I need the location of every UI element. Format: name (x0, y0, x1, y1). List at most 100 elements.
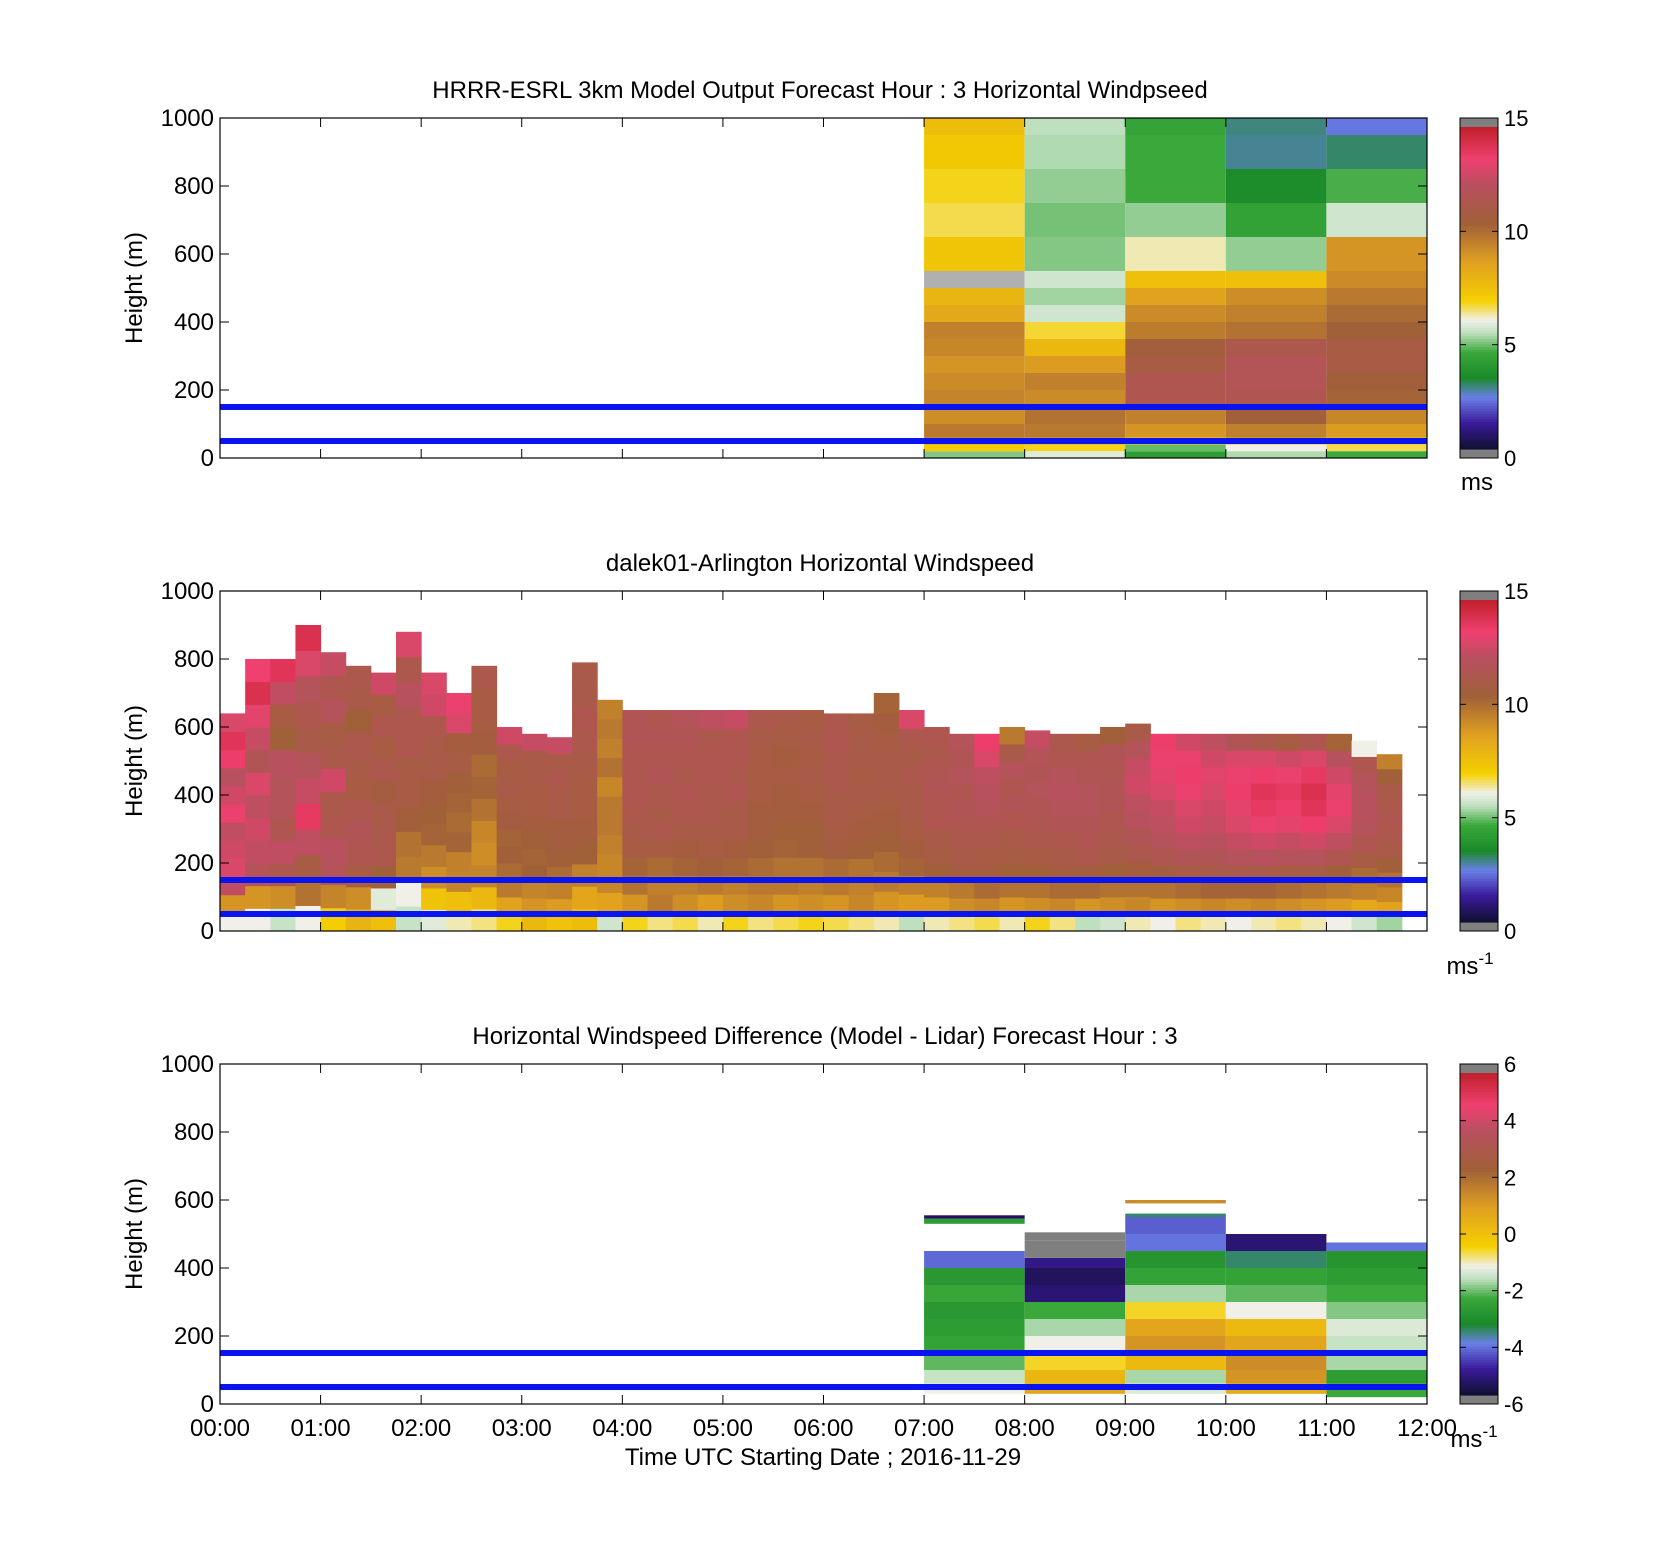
colorbar-segment (1460, 191, 1498, 195)
heatmap-cell (1049, 766, 1076, 784)
heatmap-cell (1125, 1285, 1226, 1302)
heatmap-cell (873, 851, 900, 872)
colorbar-segment (1460, 282, 1498, 286)
colorbar-segment (1460, 911, 1498, 915)
colorbar-segment (1460, 1225, 1498, 1230)
colorbar-segment (1460, 440, 1498, 445)
heatmap-cell (949, 881, 975, 899)
y-tick-label: 200 (174, 1323, 214, 1350)
heatmap-cell (1326, 424, 1427, 438)
colorbar-segment (1460, 787, 1498, 792)
heatmap-cell (924, 444, 1025, 452)
heatmap-cell (546, 769, 573, 787)
colorbar-segment (1460, 312, 1498, 316)
colorbar-tick-label: 10 (1504, 692, 1528, 717)
colorbar-segment (1460, 739, 1498, 743)
heatmap-cell (1074, 750, 1101, 768)
heatmap-cell (924, 846, 950, 864)
colorbar-segment (1460, 314, 1498, 319)
heatmap-cell (1175, 783, 1202, 801)
colorbar-segment (1460, 1217, 1498, 1222)
colorbar-tick-label: -2 (1504, 1279, 1524, 1304)
heatmap-cell (1125, 1302, 1226, 1319)
heatmap-cell (1049, 815, 1076, 833)
colorbar-segment (1460, 852, 1498, 856)
heatmap-cell (1225, 750, 1252, 768)
colorbar-segment (1460, 833, 1498, 837)
heatmap-cell (1200, 898, 1227, 916)
heatmap-cell (697, 728, 724, 748)
panel-lidar-y-ticks: 0 200 400 600 800 1000 (161, 578, 1427, 945)
colorbar-segment (1460, 1268, 1498, 1273)
heatmap-cell (345, 687, 372, 711)
heatmap-cell (295, 701, 322, 728)
heatmap-cell (1351, 772, 1378, 789)
heatmap-cell (1024, 271, 1126, 288)
heatmap-cell (1024, 897, 1051, 915)
heatmap-cell (898, 746, 925, 766)
heatmap-cell (1024, 797, 1051, 815)
heatmap-cell (1351, 804, 1378, 821)
heatmap-cell (697, 802, 724, 821)
heatmap-cell (1175, 815, 1202, 833)
heatmap-cell (949, 766, 975, 784)
heatmap-cell (672, 746, 699, 766)
heatmap-cell (270, 817, 296, 841)
colorbar-segment (1460, 274, 1498, 278)
heatmap-cell (1326, 1319, 1427, 1336)
heatmap-cell (748, 894, 774, 914)
heatmap-cell (873, 693, 900, 714)
heatmap-cell (1326, 799, 1353, 817)
heatmap-cell (521, 766, 548, 784)
heatmap-cell (1351, 756, 1378, 773)
heatmap-cell (898, 857, 925, 877)
heatmap-cell (521, 799, 548, 817)
heatmap-cell (1024, 322, 1126, 339)
heatmap-cell (1225, 848, 1252, 866)
heatmap-cell (1024, 813, 1051, 832)
heatmap-cell (1225, 339, 1327, 356)
heatmap-cell (220, 804, 246, 823)
colorbar-segment (1460, 632, 1498, 636)
colorbar-segment (1460, 172, 1498, 176)
heatmap-cell (773, 820, 799, 840)
heatmap-cell (999, 744, 1026, 762)
heatmap-cell (823, 804, 850, 823)
heatmap-cell (949, 733, 975, 751)
heatmap-cell (1326, 390, 1427, 407)
heatmap-cell (421, 780, 447, 803)
colorbar-segment (1460, 785, 1498, 789)
heatmap-cell (295, 625, 322, 651)
heatmap-cell (1125, 305, 1226, 322)
heatmap-cell (1250, 733, 1277, 751)
colorbar-segment (1460, 1381, 1498, 1385)
heatmap-cell (597, 873, 623, 893)
colorbar-segment (1460, 637, 1498, 641)
colorbar-segment (1460, 269, 1498, 273)
colorbar-segment (1460, 771, 1498, 776)
colorbar-segment (1460, 887, 1498, 891)
colorbar-segment (1460, 873, 1498, 877)
heatmap-cell (1250, 799, 1277, 817)
heatmap-cell (1074, 799, 1101, 817)
heatmap-cell (1225, 1319, 1327, 1336)
heatmap-cell (1024, 1302, 1126, 1319)
colorbar-segment (1460, 1239, 1498, 1243)
heatmap-cell (773, 783, 799, 803)
colorbar-segment (1460, 645, 1498, 649)
heatmap-cell (546, 882, 573, 900)
heatmap-cell (1376, 754, 1403, 770)
heatmap-cell (1125, 444, 1226, 452)
colorbar-segment (1460, 1242, 1498, 1246)
heatmap-cell (295, 650, 322, 677)
heatmap-cell (974, 783, 1001, 801)
heatmap-cell (446, 831, 472, 853)
colorbar-tick-label: 0 (1504, 446, 1516, 471)
colorbar-segment (1460, 196, 1498, 201)
colorbar-segment (1460, 443, 1498, 447)
heatmap-cell (1225, 1336, 1327, 1353)
colorbar-segment (1460, 1333, 1498, 1337)
heatmap-cell (1049, 914, 1076, 932)
colorbar-segment (1460, 1097, 1498, 1101)
heatmap-cell (1301, 898, 1327, 916)
